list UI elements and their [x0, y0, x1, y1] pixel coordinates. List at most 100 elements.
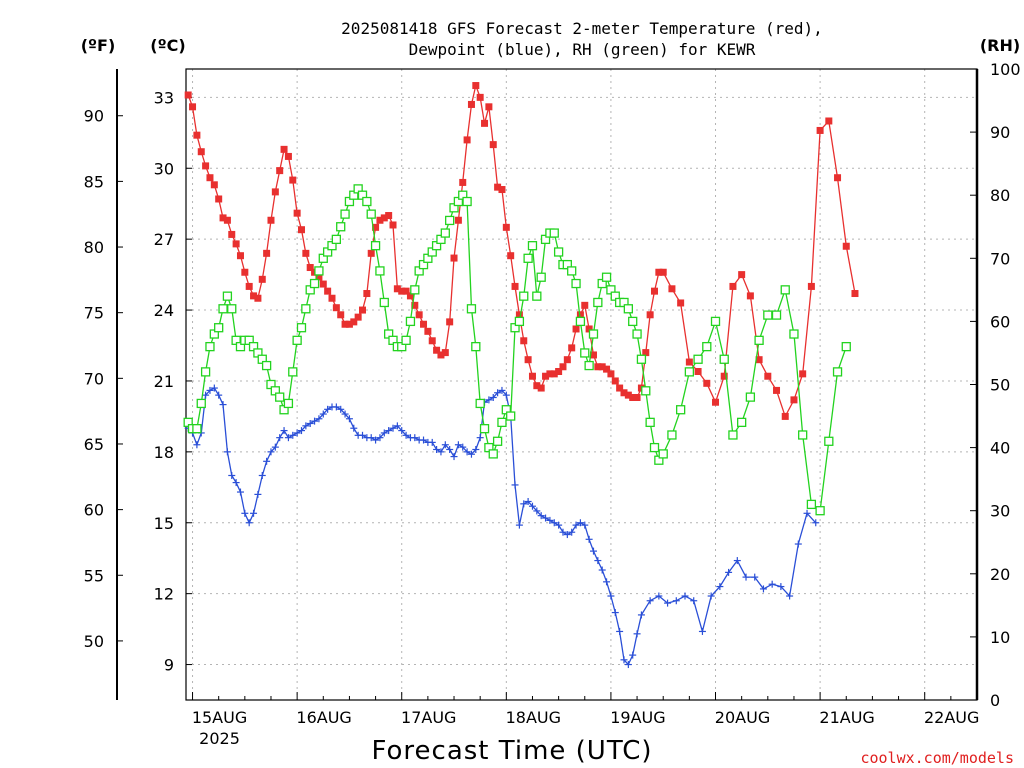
dewpoint-point — [594, 557, 602, 565]
dewpoint-point — [572, 521, 580, 529]
dewpoint-point — [511, 481, 519, 489]
temperature-point — [712, 398, 720, 406]
fahrenheit-tick-label: 75 — [84, 304, 104, 323]
dewpoint-point — [629, 651, 637, 659]
temperature-point — [594, 363, 602, 371]
celsius-tick-label: 18 — [154, 443, 174, 462]
temperature-point — [851, 290, 859, 298]
temperature-point — [485, 103, 493, 111]
temperature-point — [720, 372, 728, 380]
rh-point — [754, 335, 764, 345]
temperature-point — [572, 325, 580, 333]
temperature-point — [825, 117, 833, 125]
temperature-point — [559, 363, 567, 371]
dewpoint-point — [607, 592, 615, 600]
temperature-point — [372, 223, 380, 231]
temperature-point — [302, 249, 310, 257]
rh-point — [261, 360, 272, 371]
dewpoint-point — [337, 405, 345, 413]
dewpoint-point — [725, 568, 733, 576]
rh-tick-label: 40 — [990, 439, 1010, 458]
rh-point — [471, 341, 481, 352]
rh-point — [702, 341, 712, 352]
credit-link[interactable]: coolwx.com/models — [860, 749, 1014, 767]
temperature-point — [332, 304, 340, 312]
dewpoint-point — [589, 547, 597, 555]
temperature-point — [646, 311, 654, 319]
temperature-point — [202, 162, 210, 170]
rh-point — [523, 253, 533, 263]
rh-point — [370, 241, 381, 251]
chart-title-line-1: 2025081418 GFS Forecast 2-meter Temperat… — [341, 19, 823, 38]
dewpoint-point — [603, 578, 611, 586]
dewpoint-point — [446, 445, 454, 453]
dewpoint-point — [219, 401, 227, 409]
temperature-point — [781, 412, 789, 420]
temperature-point — [232, 240, 240, 248]
temperature-point — [555, 368, 563, 376]
temperature-point — [254, 294, 262, 302]
rh-point — [514, 316, 525, 327]
temperature-point — [345, 320, 353, 328]
temperature-point — [350, 318, 358, 326]
dewpoint-point — [324, 405, 332, 413]
temperature-point — [764, 372, 772, 380]
temperature-point — [563, 356, 571, 364]
rh-point — [410, 285, 420, 295]
dewpoint-point — [498, 386, 506, 394]
dewpoint-point — [271, 443, 279, 451]
dewpoint-point — [280, 427, 288, 435]
temperature-point — [215, 195, 223, 203]
data-series — [183, 82, 859, 669]
x-tick-year-label: 2025 — [199, 729, 240, 748]
fahrenheit-tick-label: 65 — [84, 435, 104, 454]
temperature-point — [454, 216, 462, 224]
x-axis-label: Forecast Time (UTC) — [371, 736, 652, 766]
rh-point — [623, 304, 633, 314]
temperature-point — [219, 214, 227, 222]
rh-point — [806, 499, 817, 510]
chart-title-line-2: Dewpoint (blue), RH (green) for KEWR — [409, 40, 756, 59]
temperature-point — [341, 320, 349, 328]
dewpoint-point — [690, 597, 698, 605]
rh-point — [641, 386, 651, 396]
celsius-tick-label: 15 — [154, 514, 174, 533]
rh-tick-label: 70 — [990, 249, 1010, 268]
temperature-point — [668, 285, 676, 293]
rh-point — [488, 449, 498, 459]
temperature-point — [729, 282, 737, 290]
x-tick-labels: 15AUG 2025 16AUG 17AUG 18AUG 19AUG 20AUG 21AUG 2… — [192, 708, 980, 748]
rh-point — [728, 430, 738, 440]
dewpoint-point — [777, 583, 785, 591]
dewpoint-point — [293, 429, 301, 437]
dewpoint-point — [786, 592, 794, 600]
temperature-point — [842, 242, 850, 250]
temperature-point — [267, 216, 275, 224]
fahrenheit-tick-label: 60 — [84, 501, 104, 520]
temperature-point — [515, 311, 523, 319]
temperature-point — [603, 365, 611, 373]
rh-unit-label: (RH) — [980, 36, 1020, 55]
rh-point — [841, 341, 851, 352]
rh-point — [214, 323, 224, 333]
dewpoint-point — [472, 445, 480, 453]
dewpoint-point — [302, 422, 310, 430]
dewpoint-point — [433, 445, 441, 453]
dewpoint-point — [241, 509, 249, 517]
temperature-point — [441, 349, 449, 357]
temperature-point — [297, 226, 305, 234]
dewpoint-point — [611, 609, 619, 617]
temperature-point — [537, 384, 545, 392]
dewpoint-point — [398, 427, 406, 435]
rh-point — [506, 411, 516, 421]
temperature-point — [359, 306, 367, 314]
temperature-point — [197, 148, 205, 156]
rh-point — [340, 209, 350, 219]
dewpoint-point — [341, 410, 349, 418]
dewpoint-point — [742, 573, 750, 581]
dewpoint-point — [476, 434, 484, 442]
rh-point — [200, 367, 211, 377]
rh-point — [375, 266, 385, 276]
x-tick-label: 20AUG — [715, 708, 770, 727]
dewpoint-point — [454, 441, 462, 449]
